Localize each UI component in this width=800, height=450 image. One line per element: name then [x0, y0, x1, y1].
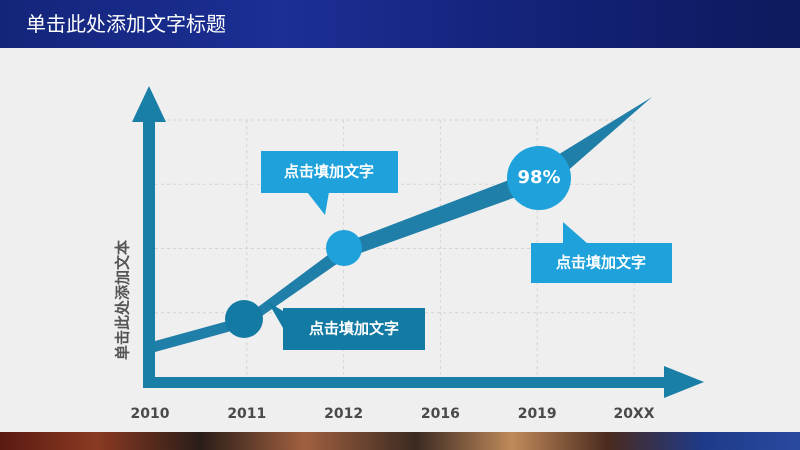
- marker-2011: [225, 300, 263, 338]
- x-tick-20XX: 20XX: [613, 406, 654, 422]
- callout-2019-text: 点击填加文字: [556, 254, 646, 272]
- x-tick-2019: 2019: [518, 406, 557, 422]
- x-tick-labels: 2010 2011 2012 2016 2019 20XX: [131, 406, 655, 422]
- trend-line-seg-1: [155, 316, 246, 352]
- x-axis-arrow: [664, 366, 704, 398]
- header-bar: 单击此处添加文字标题: [0, 0, 800, 48]
- callout-2011-text: 点击填加文字: [309, 320, 399, 338]
- x-tick-2011: 2011: [227, 406, 266, 422]
- callout-2012-text: 点击填加文字: [284, 163, 374, 181]
- marker-2019-label: 98%: [517, 167, 560, 188]
- x-tick-2012: 2012: [324, 406, 363, 422]
- y-axis-arrow: [132, 86, 166, 122]
- footer-photo-strip: [0, 432, 800, 450]
- callout-2011: 点击填加文字: [268, 302, 425, 350]
- marker-2019: [507, 146, 571, 210]
- y-axis: [132, 86, 166, 388]
- callout-2012: 点击填加文字: [261, 151, 398, 215]
- callout-2019: 点击填加文字: [531, 222, 672, 283]
- x-tick-2016: 2016: [421, 406, 460, 422]
- y-axis-label: 单击此处添加文本: [114, 240, 132, 360]
- page-title: 单击此处添加文字标题: [26, 12, 226, 36]
- marker-2012: [326, 230, 362, 266]
- x-axis: [143, 366, 704, 398]
- trend-line-seg-3: [344, 172, 530, 259]
- x-tick-2010: 2010: [131, 406, 170, 422]
